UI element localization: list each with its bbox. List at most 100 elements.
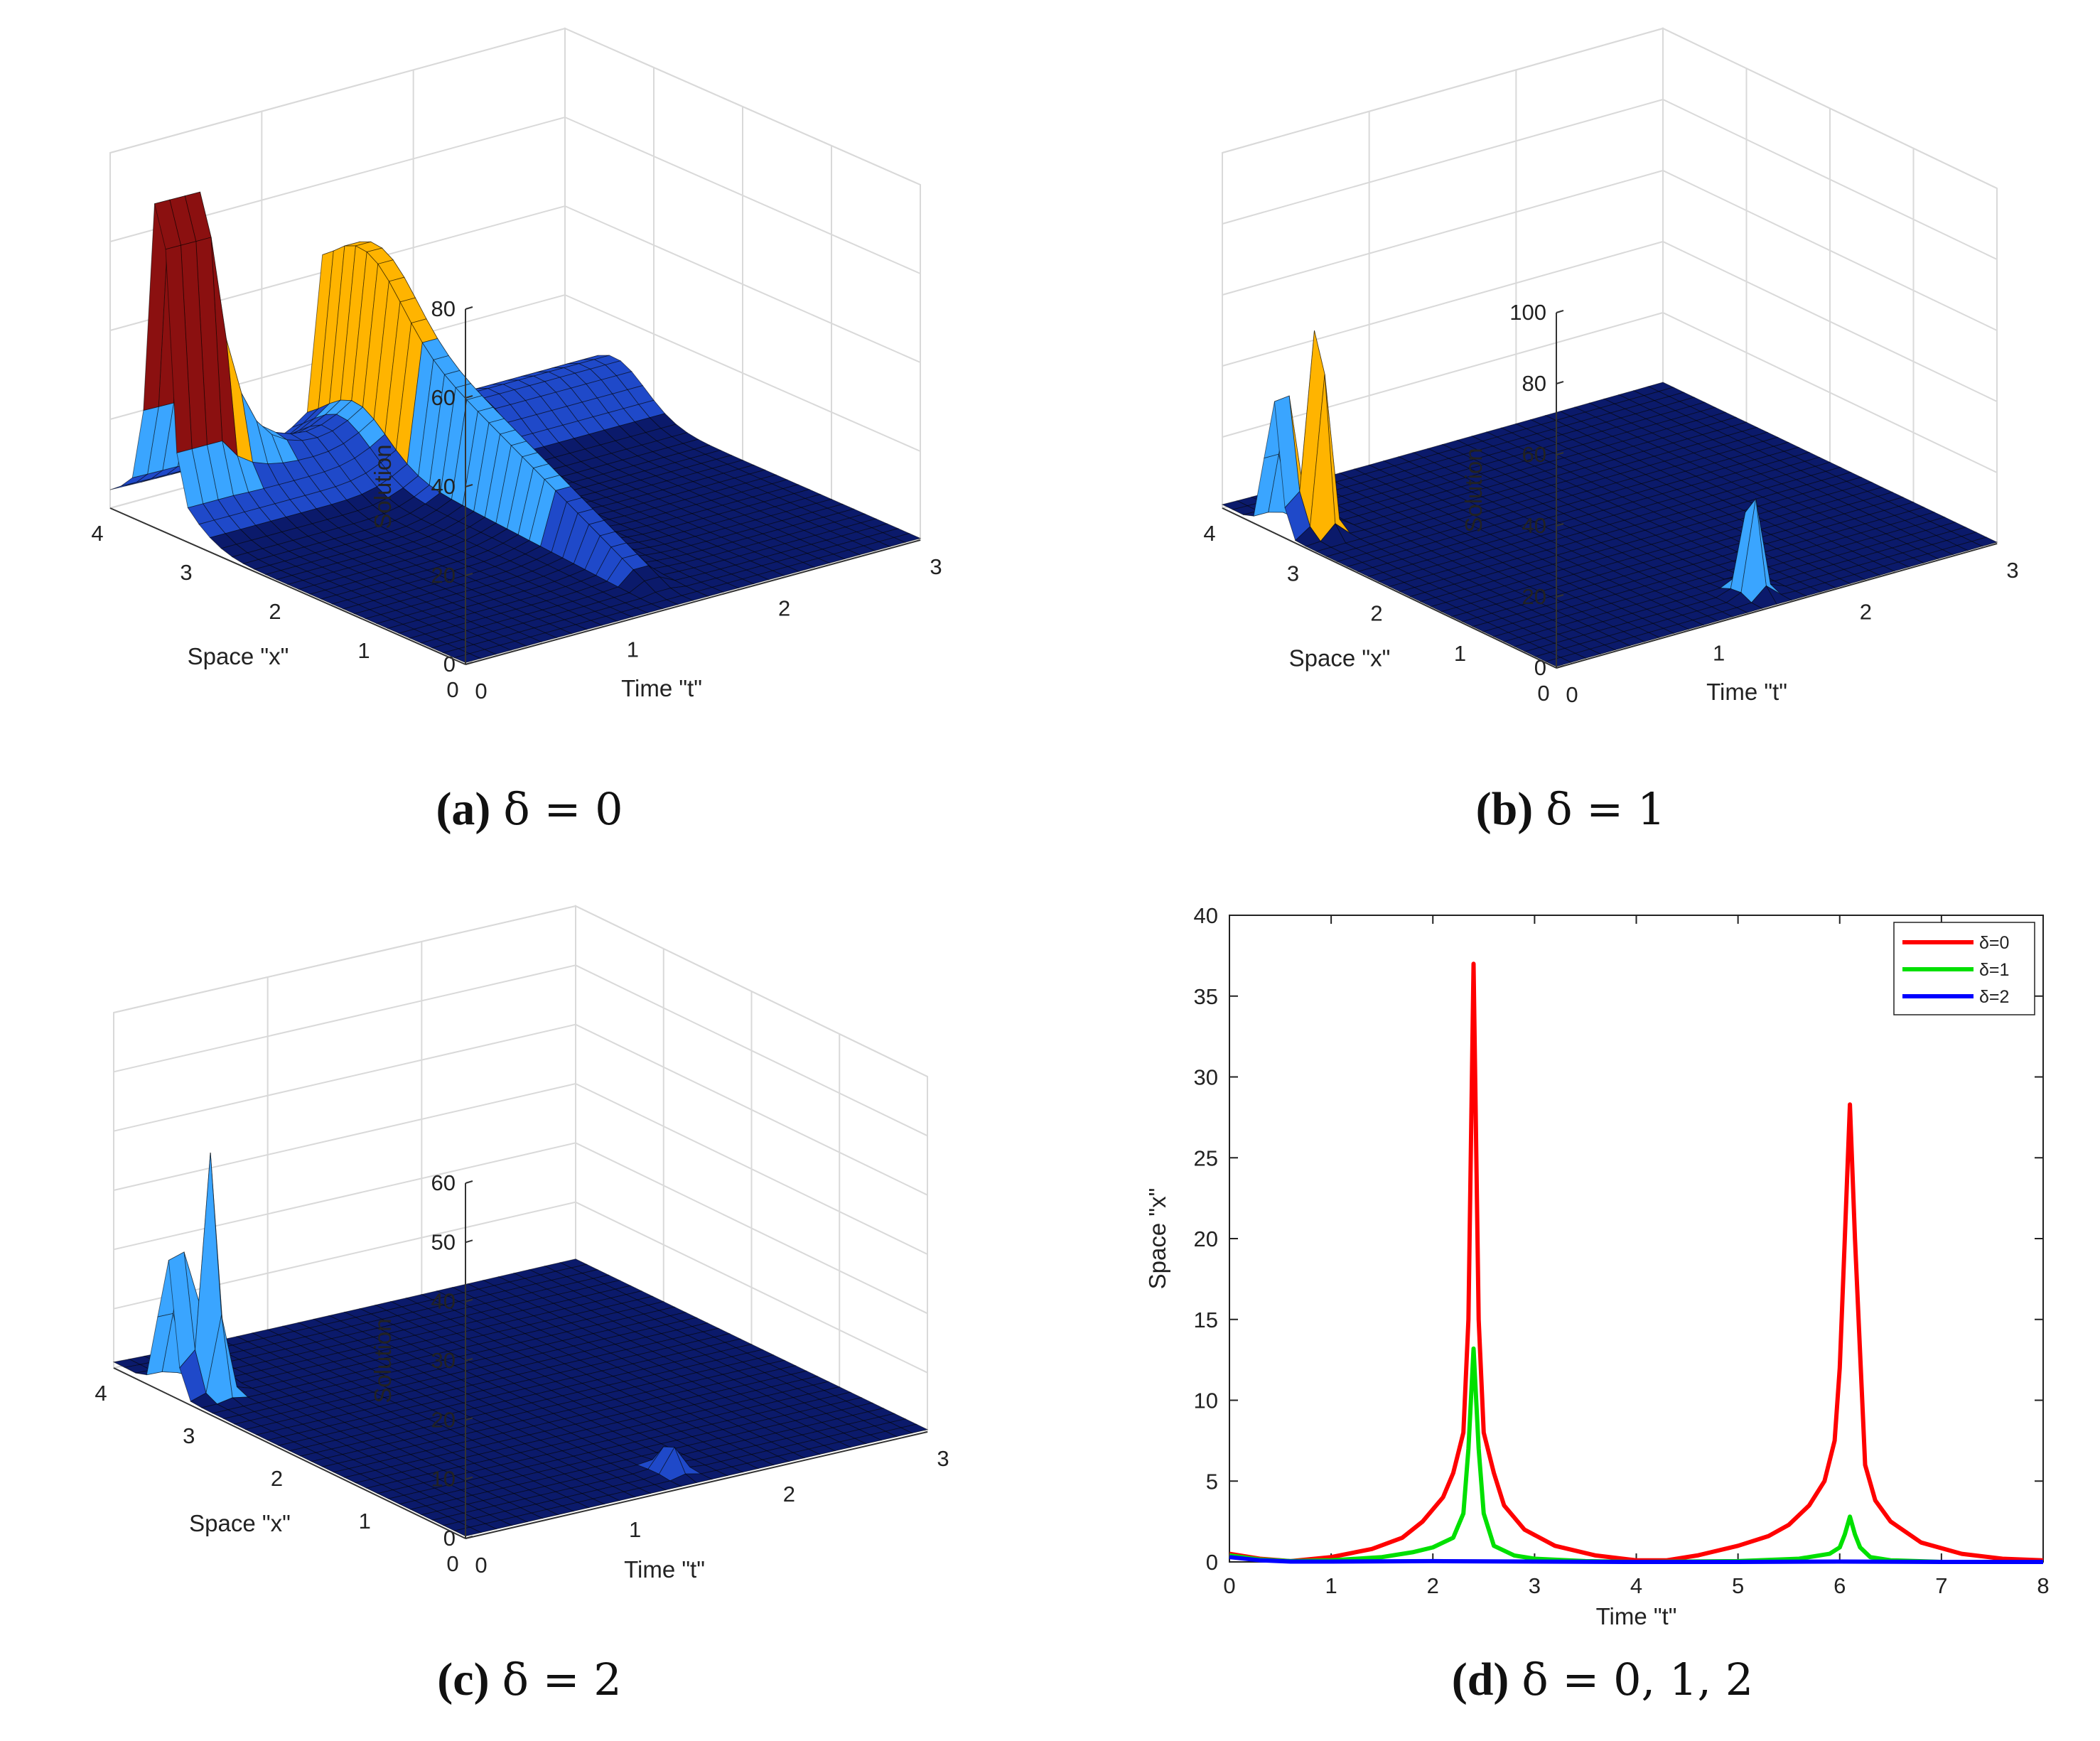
y-tick-label: 40: [1194, 903, 1218, 928]
z-axis-label: Solution: [1460, 448, 1487, 532]
legend-label-0: δ=0: [1979, 933, 2009, 953]
y-tick-label: 30: [1194, 1065, 1218, 1090]
t-tick-label: 2: [778, 595, 790, 620]
t-axis-line: [465, 539, 921, 665]
x-tick-label: 0: [1223, 1573, 1235, 1598]
legend-label-2: δ=2: [1979, 987, 2009, 1007]
caption-math: δ = 1: [1546, 783, 1665, 835]
z-tick: [1556, 310, 1564, 313]
x-tick-label: 1: [359, 1509, 371, 1534]
panel-c: 0 10 20 30 40 50 60 0 1 2 3 4 0 1 2 3 Solution Space "x" T…: [0, 881, 1045, 1741]
panel-a: 0 20 40 60 80 0 1 2 3 4 0 1 2 3 Solution Space "x" Time …: [0, 0, 1045, 874]
plot-frame: [1229, 915, 2044, 1563]
z-tick: [1556, 523, 1564, 527]
z-tick-label: 40: [431, 474, 456, 499]
y-tick-label: 15: [1194, 1308, 1218, 1332]
x-tick-label: 2: [1370, 601, 1382, 626]
x-tick-label: 7: [1935, 1573, 1947, 1598]
x-tick-label: 5: [1732, 1573, 1744, 1598]
z-tick-label: 20: [431, 563, 456, 588]
caption-label: (d): [1452, 1654, 1509, 1705]
series-line-2: [1229, 1555, 2043, 1564]
x-tick-label: 4: [1203, 521, 1215, 546]
z-tick-label: 80: [1522, 371, 1546, 396]
surface: [1221, 330, 1998, 667]
t-tick-label: 0: [475, 1553, 487, 1578]
x-axis-label: Space "x": [1289, 645, 1391, 672]
legend-label-1: δ=1: [1979, 960, 2009, 980]
z-tick: [465, 1239, 473, 1244]
y-tick-label: 10: [1194, 1389, 1218, 1413]
x-axis-line: [113, 1367, 466, 1539]
z-tick-label: 30: [431, 1348, 456, 1373]
z-tick-label: 40: [1522, 513, 1546, 538]
y-axis-label: Space "x": [1144, 1188, 1170, 1290]
x-tick-label: 6: [1834, 1573, 1846, 1598]
x-tick-label: 1: [1454, 641, 1466, 666]
x-axis-line: [109, 507, 466, 665]
x-tick-label: 1: [1325, 1573, 1337, 1598]
t-axis-line: [465, 1431, 928, 1539]
caption: (b) δ = 1: [1476, 783, 1666, 835]
x-tick-label: 0: [446, 1551, 458, 1576]
t-tick-label: 1: [627, 637, 639, 662]
z-tick: [465, 1417, 473, 1421]
axes-box: [113, 905, 928, 1433]
caption-text: (c) δ = 2: [437, 1654, 621, 1705]
z-tick: [465, 1298, 473, 1303]
x-tick-label: 3: [180, 560, 192, 585]
z-axis-label: Solution: [370, 444, 396, 529]
panel-d: 0 1 2 3 4 5 6 7 8 0 5 10 15 20 25 30 35 40 Time "t" Space "…: [1116, 881, 2100, 1741]
series-lines: [1229, 961, 2044, 1564]
z-axis-label: Solution: [370, 1318, 396, 1403]
x-tick-label: 2: [271, 1466, 283, 1491]
surface-cell: [453, 653, 482, 663]
t-tick-label: 2: [783, 1482, 795, 1506]
t-axis-label: Time "t": [1706, 679, 1787, 705]
caption: (c) δ = 2: [437, 1654, 621, 1705]
z-tick: [465, 484, 473, 487]
caption-math: δ = 0: [503, 783, 623, 835]
z-tick: [465, 573, 473, 576]
caption: (a) δ = 0: [436, 783, 623, 835]
x-tick-label: 0: [1537, 681, 1549, 706]
surface-cell: [453, 1526, 483, 1537]
t-tick-label: 1: [629, 1517, 641, 1542]
legend: δ=0 δ=1 δ=2: [1893, 922, 2035, 1015]
y-tick-label: 20: [1194, 1227, 1218, 1251]
x-tick-label: 8: [2037, 1573, 2049, 1598]
x-tick-label: 4: [91, 521, 103, 546]
t-tick-label: 2: [1860, 599, 1872, 624]
z-tick-label: 60: [1522, 442, 1546, 467]
z-tick: [465, 395, 473, 399]
x-axis-label: Space "x": [189, 1510, 291, 1536]
caption-text: (d) δ = 0, 1, 2: [1452, 1654, 1754, 1705]
z-tick: [1556, 452, 1564, 456]
caption-text: (b) δ = 1: [1476, 783, 1666, 835]
axes-box: [1222, 27, 1998, 545]
t-tick-label: 3: [930, 554, 942, 579]
y-tick-label: 0: [1206, 1550, 1218, 1575]
x-axis-label: Time "t": [1596, 1603, 1677, 1629]
x-tick-label: 2: [1427, 1573, 1439, 1598]
y-tick-label: 25: [1194, 1146, 1218, 1170]
surface-cell: [1545, 657, 1572, 667]
z-tick: [1556, 594, 1564, 598]
z-tick: [465, 1358, 473, 1362]
caption-label: (b): [1476, 783, 1534, 835]
z-tick-label: 50: [431, 1229, 456, 1254]
x-tick-label: 3: [1529, 1573, 1541, 1598]
z-tick-label: 60: [431, 1170, 456, 1195]
z-tick: [465, 1180, 473, 1184]
series-line-1: [1229, 1346, 2043, 1564]
t-tick-label: 1: [1713, 641, 1725, 666]
z-tick-label: 40: [431, 1289, 456, 1314]
z-tick-label: 60: [431, 385, 456, 410]
line-chart-d: 0 1 2 3 4 5 6 7 8 0 5 10 15 20 25 30 35 40 Time "t" Space "…: [1144, 903, 2050, 1705]
z-tick-label: 20: [1522, 584, 1546, 609]
